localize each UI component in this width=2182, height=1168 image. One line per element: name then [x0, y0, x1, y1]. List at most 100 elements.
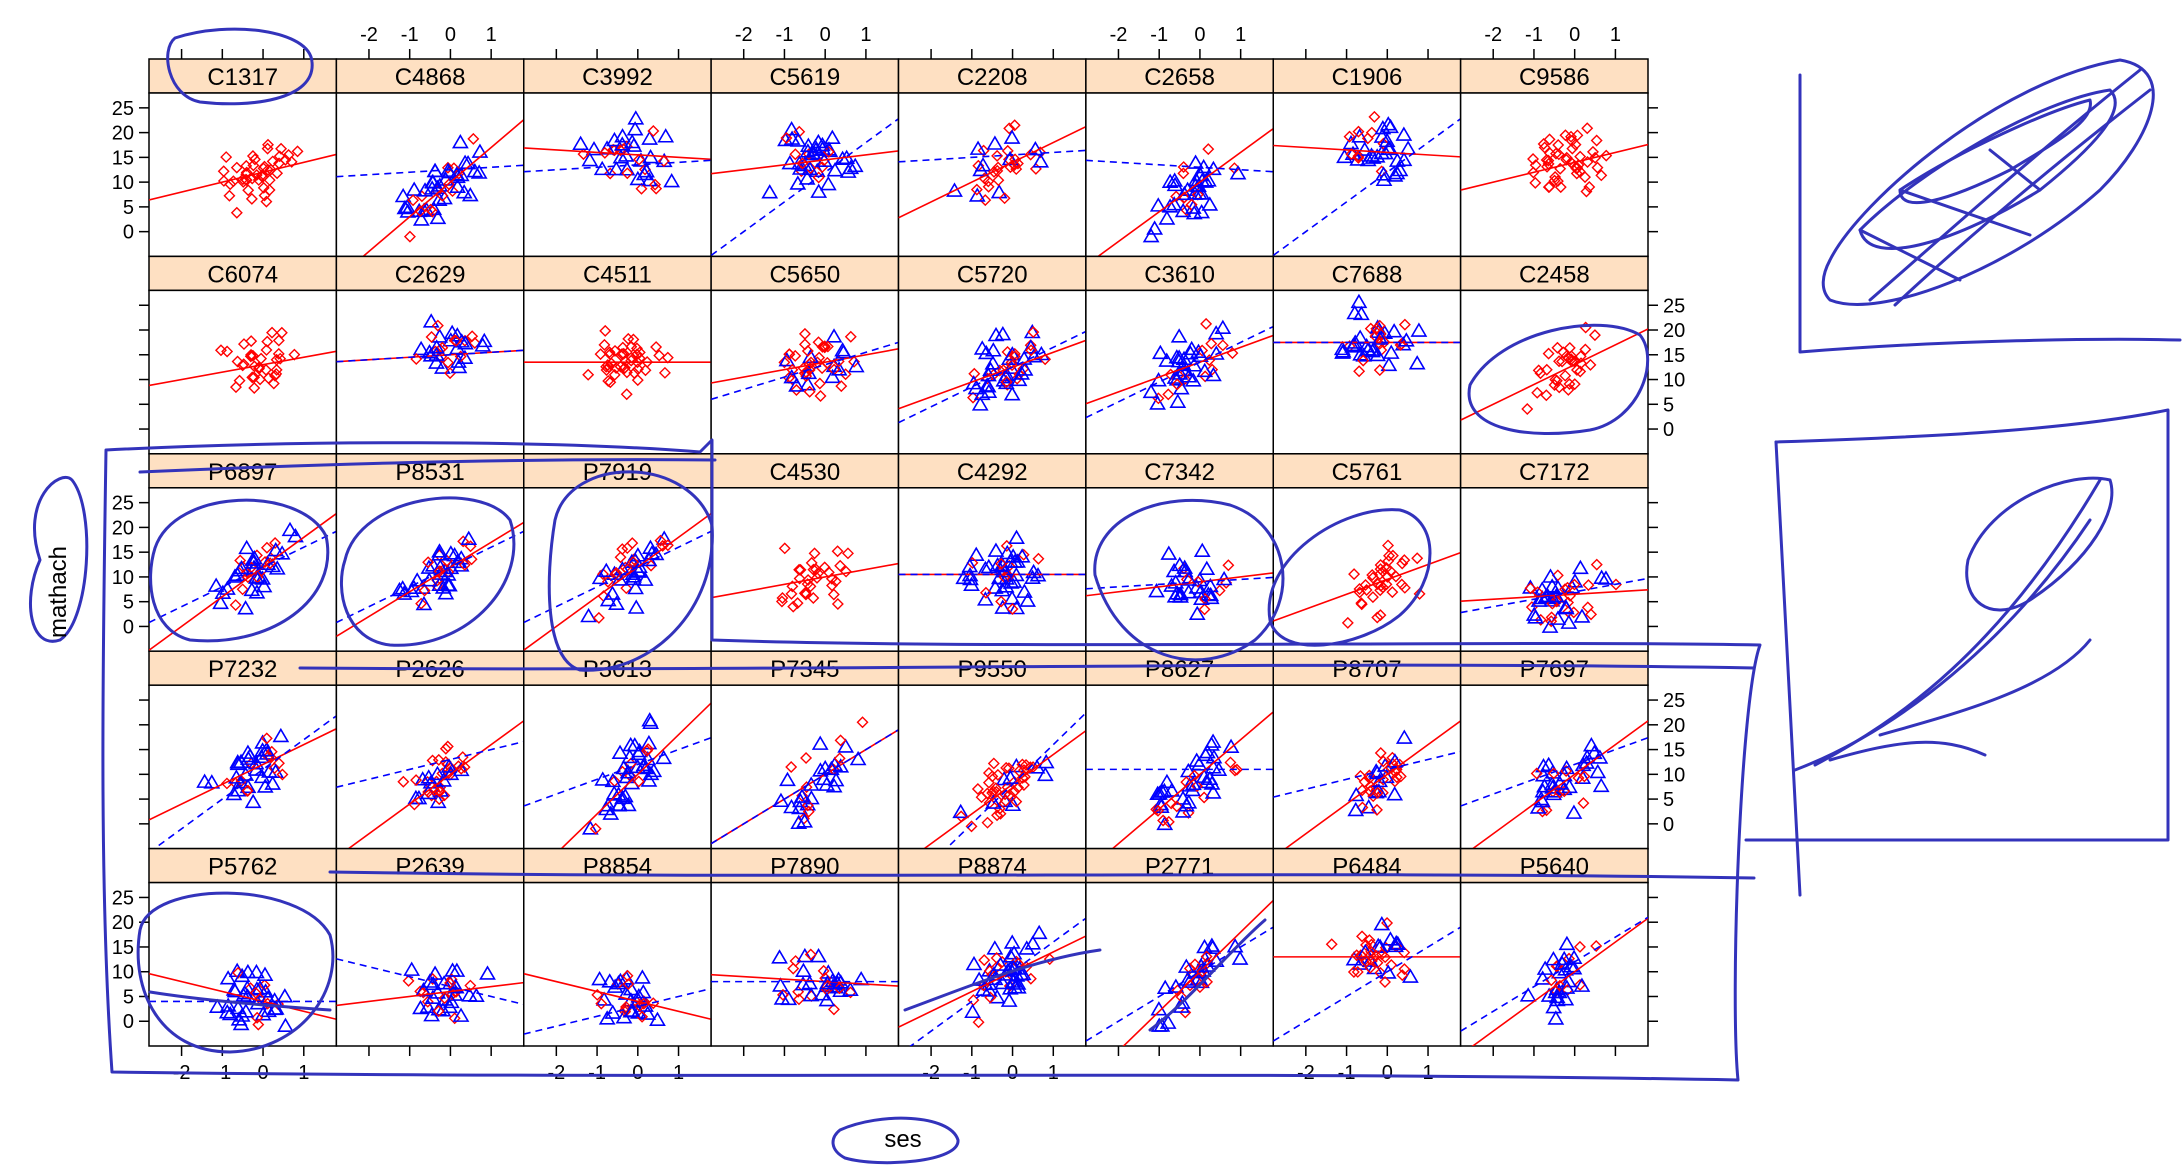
data-point-triangle — [1193, 590, 1210, 605]
data-point-diamond — [604, 348, 617, 361]
panel-C1317: C1317 — [148, 58, 338, 258]
data-point-triangle — [995, 771, 1013, 786]
data-point-triangle — [244, 793, 262, 809]
panel-label: P2771 — [1145, 854, 1214, 881]
data-point-diamond — [1542, 181, 1555, 194]
data-point-diamond — [1568, 578, 1581, 591]
y-tick-label-left: 10 — [112, 172, 134, 194]
data-point-diamond — [835, 380, 848, 393]
x-tick-label-top: -1 — [1150, 24, 1168, 46]
data-point-diamond — [466, 330, 479, 343]
annotation-sidebox-mid-left — [1774, 440, 1802, 897]
data-point-diamond — [431, 319, 444, 332]
data-point-diamond — [827, 588, 840, 601]
data-point-triangle — [1572, 559, 1589, 575]
data-point-diamond — [1590, 134, 1603, 147]
data-point-triangle — [1008, 967, 1026, 982]
data-point-triangle — [799, 376, 817, 391]
data-point-triangle — [619, 764, 637, 779]
data-point-diamond — [1373, 364, 1386, 377]
data-point-diamond — [263, 184, 276, 196]
data-point-diamond — [1188, 958, 1201, 971]
data-point-diamond — [827, 1003, 840, 1016]
data-point-triangle — [235, 987, 252, 1002]
panel-marks — [336, 119, 524, 257]
data-point-triangle — [1036, 766, 1054, 782]
data-point-triangle — [1378, 132, 1396, 148]
fit-line-public — [1085, 576, 1274, 590]
data-point-triangle — [1167, 978, 1185, 993]
data-point-triangle — [442, 765, 460, 781]
annotation-curve-p5762 — [148, 990, 332, 1012]
data-point-triangle — [1199, 744, 1216, 759]
fit-line-catholic — [1122, 899, 1274, 1046]
data-point-diamond — [653, 349, 666, 362]
data-point-diamond — [594, 348, 607, 361]
data-point-diamond — [1363, 934, 1376, 947]
panel-plot-area — [335, 289, 525, 455]
panel-strip — [1272, 650, 1462, 686]
data-point-triangle — [238, 539, 256, 555]
y-tick-label-left: 0 — [123, 222, 134, 244]
panel-marks — [1460, 122, 1648, 198]
data-point-triangle — [604, 772, 622, 788]
data-point-triangle — [1566, 573, 1584, 588]
data-point-triangle — [610, 975, 627, 990]
data-point-diamond — [1595, 169, 1608, 182]
data-point-triangle — [1151, 344, 1169, 360]
panel-P7697: P7697 — [1459, 650, 1649, 850]
data-point-diamond — [271, 167, 284, 180]
data-point-triangle — [1022, 339, 1040, 354]
data-point-triangle — [1387, 937, 1404, 953]
data-point-triangle — [1395, 729, 1413, 744]
data-point-triangle — [799, 137, 817, 152]
data-point-triangle — [1578, 754, 1595, 769]
data-point-diamond — [1376, 581, 1389, 594]
panel-P9550: P9550 — [897, 650, 1087, 850]
data-point-triangle — [1142, 383, 1160, 399]
data-point-diamond — [1360, 939, 1373, 951]
data-point-diamond — [1170, 800, 1183, 813]
data-point-diamond — [829, 575, 842, 588]
data-point-triangle — [1391, 161, 1409, 177]
data-point-triangle — [239, 744, 257, 759]
data-point-diamond — [1383, 549, 1396, 562]
data-point-diamond — [1398, 554, 1411, 567]
data-point-triangle — [258, 741, 275, 757]
data-point-triangle — [1534, 970, 1552, 985]
data-point-diamond — [275, 142, 288, 155]
data-point-triangle — [1565, 804, 1583, 819]
data-point-triangle — [1360, 799, 1378, 814]
data-point-triangle — [256, 966, 274, 981]
data-point-diamond — [834, 734, 847, 747]
data-point-triangle — [612, 149, 630, 164]
y-tick-label-right: 15 — [1663, 740, 1685, 762]
data-point-triangle — [1004, 796, 1022, 812]
data-point-triangle — [218, 1004, 236, 1019]
data-point-diamond — [1206, 363, 1219, 376]
data-point-diamond — [802, 805, 815, 818]
data-point-triangle — [1597, 570, 1615, 585]
x-tick-label-top: -2 — [735, 24, 753, 46]
panel-C9586: C9586 — [1459, 58, 1649, 258]
data-point-diamond — [1356, 784, 1369, 797]
data-point-triangle — [245, 554, 262, 569]
data-point-diamond — [260, 732, 273, 745]
data-point-diamond — [602, 374, 615, 387]
fit-line-public — [945, 712, 1086, 849]
data-point-triangle — [1149, 197, 1167, 212]
data-point-triangle — [287, 527, 304, 543]
panel-marks — [1460, 916, 1648, 1046]
data-point-triangle — [267, 541, 285, 557]
data-point-triangle — [1553, 955, 1571, 970]
data-point-diamond — [1565, 130, 1577, 143]
y-tick-label-left: 10 — [112, 567, 134, 589]
fit-line-public — [336, 530, 524, 624]
data-point-triangle — [847, 358, 865, 373]
panel-marks — [898, 917, 1086, 1046]
data-point-triangle — [1019, 592, 1037, 607]
data-point-diamond — [817, 964, 830, 977]
data-point-triangle — [1024, 569, 1041, 585]
data-point-diamond — [1549, 170, 1562, 183]
data-point-diamond — [1568, 159, 1581, 172]
